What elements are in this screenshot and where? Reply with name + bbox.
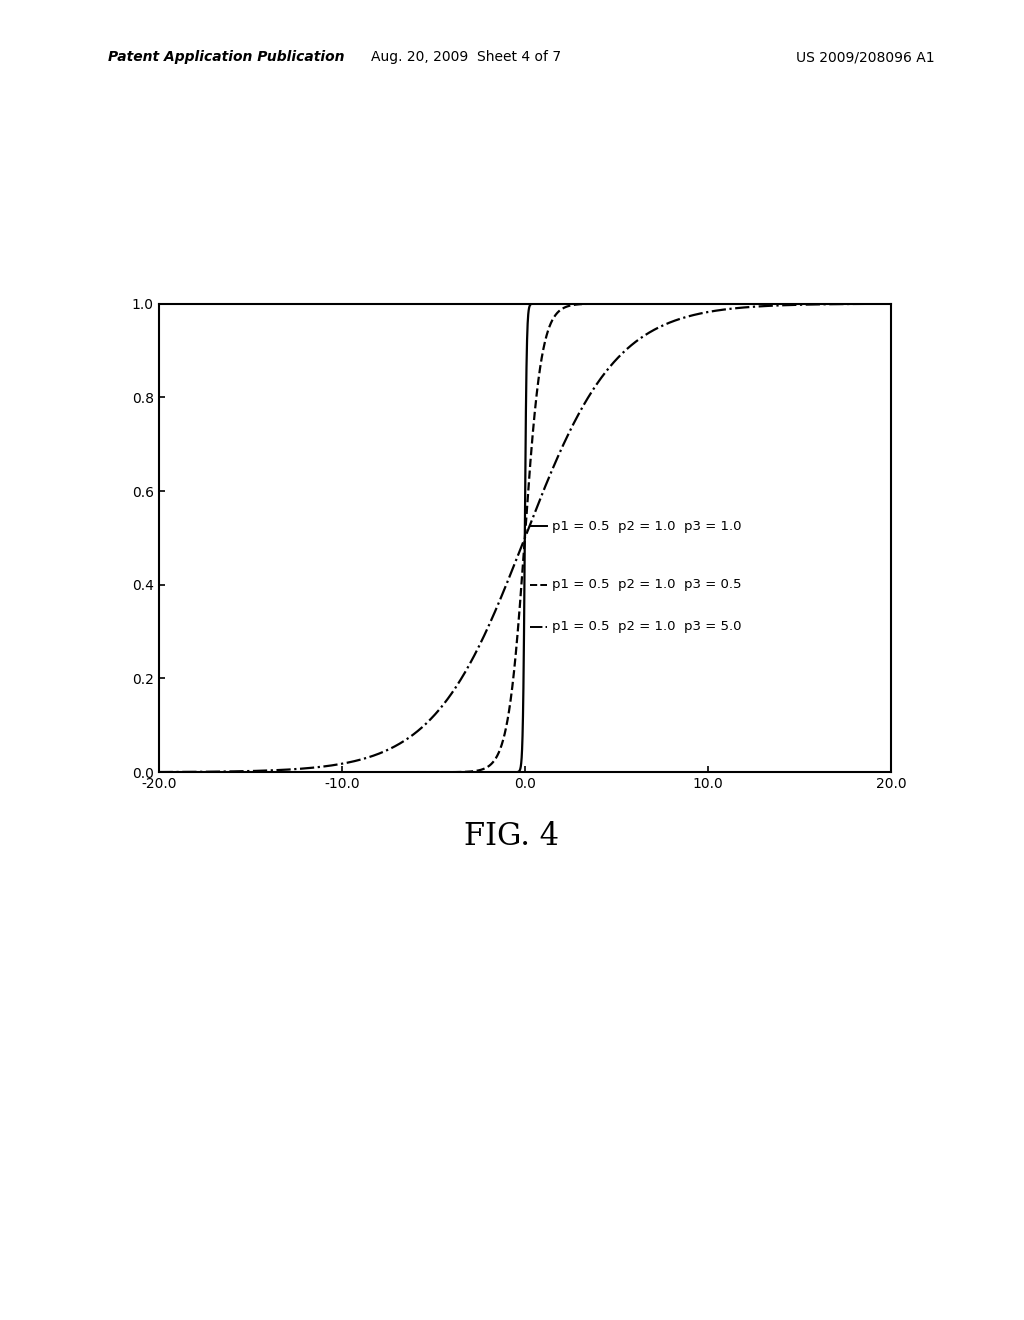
Text: p1 = 0.5  p2 = 1.0  p3 = 1.0: p1 = 0.5 p2 = 1.0 p3 = 1.0 (552, 520, 741, 533)
Text: p1 = 0.5  p2 = 1.0  p3 = 5.0: p1 = 0.5 p2 = 1.0 p3 = 5.0 (552, 620, 741, 634)
Text: FIG. 4: FIG. 4 (465, 821, 559, 851)
Text: Patent Application Publication: Patent Application Publication (108, 50, 344, 65)
Text: Aug. 20, 2009  Sheet 4 of 7: Aug. 20, 2009 Sheet 4 of 7 (371, 50, 561, 65)
Text: p1 = 0.5  p2 = 1.0  p3 = 0.5: p1 = 0.5 p2 = 1.0 p3 = 0.5 (552, 578, 741, 591)
Text: US 2009/208096 A1: US 2009/208096 A1 (796, 50, 935, 65)
